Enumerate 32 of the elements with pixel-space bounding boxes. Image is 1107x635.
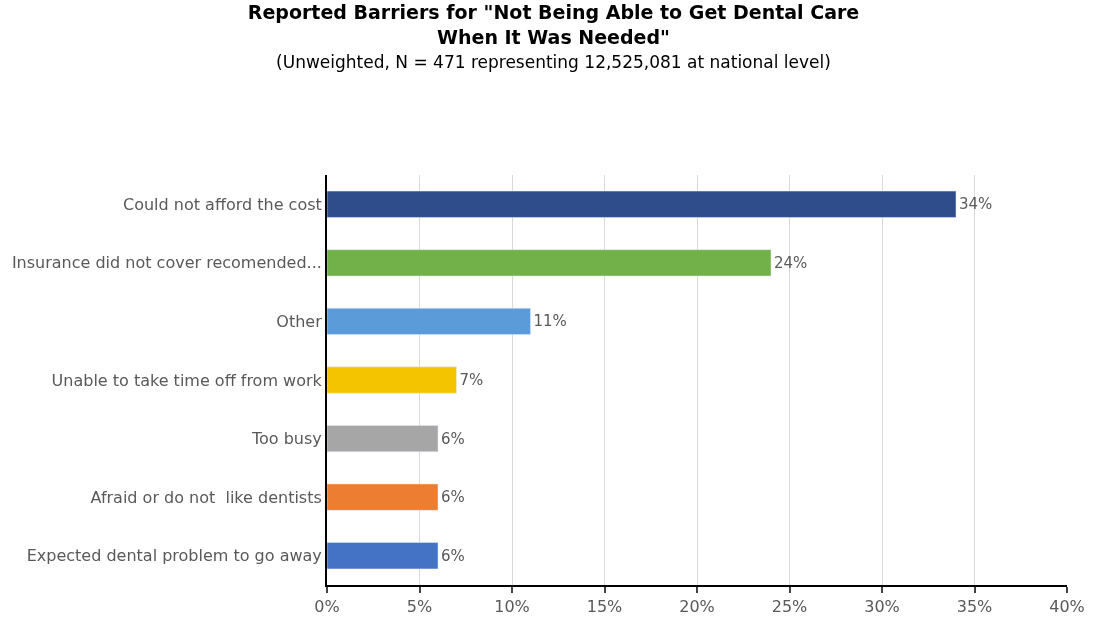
bar	[327, 249, 772, 277]
bar	[327, 366, 457, 394]
x-tick-label: 10%	[494, 597, 530, 617]
y-tick-label: Could not afford the cost	[123, 194, 322, 214]
x-tick-label: 30%	[864, 597, 900, 617]
data-label: 34%	[959, 195, 993, 214]
data-label: 6%	[441, 546, 465, 565]
data-label: 7%	[459, 371, 484, 389]
data-label: 24%	[774, 253, 808, 272]
x-tick-label: 5%	[406, 597, 433, 617]
bar	[327, 483, 439, 511]
data-label: 11%	[533, 312, 567, 331]
y-tick-label: Insurance did not cover recomended...	[11, 253, 322, 273]
x-tick-label: 25%	[771, 597, 808, 617]
bar	[327, 542, 439, 570]
x-tick-label: 20%	[679, 597, 715, 617]
x-tick-label: 40%	[1049, 597, 1085, 617]
bar	[327, 190, 957, 218]
x-tick-label: 0%	[314, 597, 340, 617]
data-label: 6%	[441, 429, 465, 448]
x-tick-label: 35%	[956, 597, 993, 617]
bar	[327, 308, 531, 335]
x-tick-label: 15%	[586, 597, 623, 617]
y-tick-label: Expected dental problem to go away	[26, 546, 322, 566]
y-tick-label: Afraid or do not like dentists	[90, 487, 322, 507]
y-tick-label: Too busy	[250, 429, 322, 449]
y-tick-label: Other	[276, 312, 323, 332]
chart-subtitle: (Unweighted, N = 471 representing 12,525,081 at national level)	[276, 52, 831, 73]
chart-title: Reported Barriers for "Not Being Able to Get Dental Care When It Was Needed"	[247, 1, 860, 48]
bar	[327, 425, 439, 452]
y-tick-label: Unable to take time off from work	[51, 370, 323, 390]
data-label: 6%	[441, 488, 465, 507]
